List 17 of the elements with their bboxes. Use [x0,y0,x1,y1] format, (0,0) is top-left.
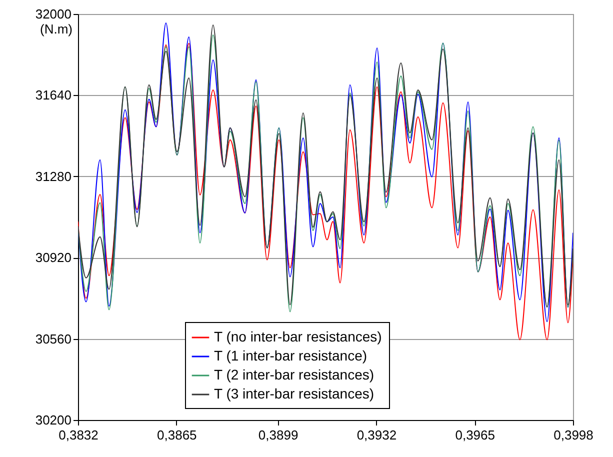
legend-label: T (1 inter-bar resistance) [214,348,368,364]
x-tick-label: 0,3998 [554,428,594,442]
x-tick-label: 0,3965 [455,428,495,442]
y-tick-label: 30200 [35,412,72,428]
legend-label: T (2 inter-bar resistances) [214,366,374,382]
y-tick-label: 32000 [35,6,72,22]
x-tick-label: 0,3932 [356,428,397,442]
legend-label: T (no inter-bar resistances) [214,328,382,344]
y-axis-title: (N.m) [40,22,72,36]
y-tick-label: 30920 [35,250,72,266]
legend-label: T (3 inter-bar resistances) [214,386,374,402]
y-tick-label: 31280 [35,168,72,184]
y-tick-label: 30560 [35,331,72,346]
y-tick-label: 31640 [35,88,72,103]
x-tick-label: 0,3899 [258,428,298,442]
x-tick-label: 0,3832 [58,428,98,442]
x-tick-label: 0,3865 [157,428,197,442]
